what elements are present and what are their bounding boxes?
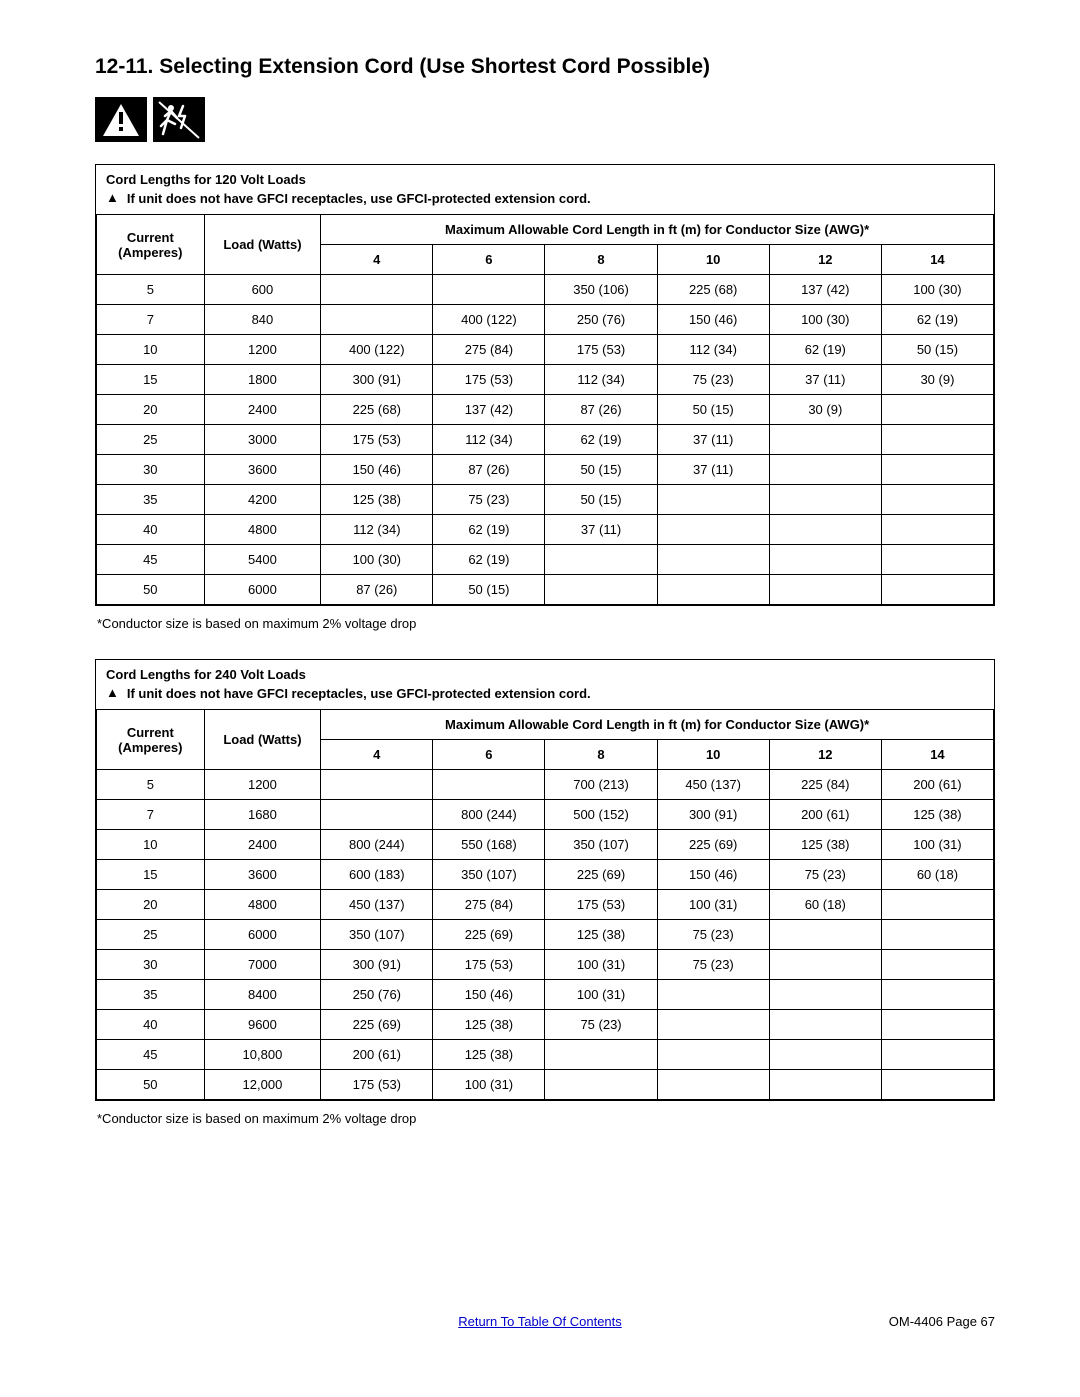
warning-triangle-icon: ▲ [106,191,119,204]
safety-icons [95,97,995,142]
table-row: 102400800 (244)550 (168)350 (107)225 (69… [97,830,994,860]
table-240v: Cord Lengths for 240 Volt Loads ▲ If uni… [95,659,995,1101]
gfci-note-text: If unit does not have GFCI receptacles, … [127,686,591,701]
toc-link[interactable]: Return To Table Of Contents [458,1314,622,1329]
section-heading: 12-11. Selecting Extension Cord (Use Sho… [95,55,995,79]
table-240v-title: Cord Lengths for 240 Volt Loads [96,660,994,686]
table-row: 151800300 (91)175 (53)112 (34)75 (23)37 … [97,365,994,395]
table-row: 404800112 (34)62 (19)37 (11) [97,515,994,545]
table-row: 256000350 (107)225 (69)125 (38)75 (23) [97,920,994,950]
gfci-note-120: ▲ If unit does not have GFCI receptacles… [96,191,994,214]
table-row: 7840400 (122)250 (76)150 (46)100 (30)62 … [97,305,994,335]
table-row: 307000300 (91)175 (53)100 (31)75 (23) [97,950,994,980]
table-row: 5012,000175 (53)100 (31) [97,1070,994,1100]
page-footer: Return To Table Of Contents OM-4406 Page… [0,1314,1080,1359]
table-row: 204800450 (137)275 (84)175 (53)100 (31)6… [97,890,994,920]
shock-hazard-icon [153,97,205,142]
table-row: 358400250 (76)150 (46)100 (31) [97,980,994,1010]
table-row: 303600150 (46)87 (26)50 (15)37 (11) [97,455,994,485]
warning-icon [95,97,147,142]
footnote-120: *Conductor size is based on maximum 2% v… [97,616,995,631]
cord-length-table-240v: Current(Amperes)Load (Watts)Maximum Allo… [96,709,994,1100]
footnote-240: *Conductor size is based on maximum 2% v… [97,1111,995,1126]
gfci-note-240: ▲ If unit does not have GFCI receptacles… [96,686,994,709]
table-row: 51200700 (213)450 (137)225 (84)200 (61) [97,770,994,800]
table-row: 153600600 (183)350 (107)225 (69)150 (46)… [97,860,994,890]
table-row: 202400225 (68)137 (42)87 (26)50 (15)30 (… [97,395,994,425]
table-120v-title: Cord Lengths for 120 Volt Loads [96,165,994,191]
table-row: 71680800 (244)500 (152)300 (91)200 (61)1… [97,800,994,830]
page-reference: OM-4406 Page 67 [889,1314,995,1329]
table-row: 50600087 (26)50 (15) [97,575,994,605]
table-row: 101200400 (122)275 (84)175 (53)112 (34)6… [97,335,994,365]
table-row: 354200125 (38)75 (23)50 (15) [97,485,994,515]
table-row: 5600350 (106)225 (68)137 (42)100 (30) [97,275,994,305]
table-120v: Cord Lengths for 120 Volt Loads ▲ If uni… [95,164,995,606]
gfci-note-text: If unit does not have GFCI receptacles, … [127,191,591,206]
table-row: 4510,800200 (61)125 (38) [97,1040,994,1070]
table-row: 455400100 (30)62 (19) [97,545,994,575]
warning-triangle-icon: ▲ [106,686,119,699]
table-row: 253000175 (53)112 (34)62 (19)37 (11) [97,425,994,455]
table-row: 409600225 (69)125 (38)75 (23) [97,1010,994,1040]
cord-length-table-120v: Current(Amperes)Load (Watts)Maximum Allo… [96,214,994,605]
